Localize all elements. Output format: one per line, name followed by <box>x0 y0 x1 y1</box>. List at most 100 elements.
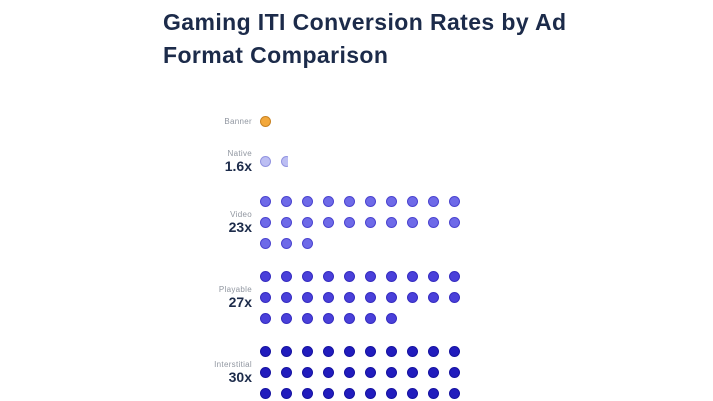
unit-dot <box>302 367 313 378</box>
unit-dot <box>281 271 292 282</box>
unit-dot <box>386 313 397 324</box>
unit-dot <box>323 313 334 324</box>
chart-row: Video 23x <box>0 196 713 249</box>
unit-dot <box>428 217 439 228</box>
unit-dot <box>407 217 418 228</box>
unit-dot <box>365 217 376 228</box>
unit-dot <box>365 367 376 378</box>
unit-dot <box>386 292 397 303</box>
row-label: Video 23x <box>0 210 252 235</box>
unit-dot <box>365 271 376 282</box>
category-label: Video <box>230 210 252 219</box>
multiplier-label: 30x <box>228 369 252 385</box>
dot-grid <box>260 346 466 399</box>
unit-dot <box>281 292 292 303</box>
unit-dot <box>260 367 271 378</box>
unit-dot <box>302 346 313 357</box>
unit-dot <box>302 238 313 249</box>
row-label: Playable 27x <box>0 285 252 310</box>
unit-dot <box>428 196 439 207</box>
category-label: Native <box>227 149 252 158</box>
unit-dot <box>323 346 334 357</box>
dot-grid <box>260 271 466 324</box>
pictogram-chart: Banner Native 1.6x Video 23x Playable 27x Inter… <box>0 116 713 401</box>
unit-dot <box>449 196 460 207</box>
category-label: Interstitial <box>214 360 252 369</box>
row-label: Interstitial 30x <box>0 360 252 385</box>
category-label: Banner <box>224 116 252 126</box>
row-label: Banner <box>0 117 252 127</box>
unit-dot <box>386 367 397 378</box>
unit-dot <box>407 292 418 303</box>
unit-dot <box>260 156 271 167</box>
chart-row: Banner <box>0 116 713 127</box>
unit-dot <box>281 217 292 228</box>
multiplier-label: 27x <box>228 294 252 310</box>
unit-dot <box>323 367 334 378</box>
chart-row: Interstitial 30x <box>0 346 713 399</box>
unit-dot <box>407 367 418 378</box>
unit-dot <box>386 346 397 357</box>
unit-dot <box>323 217 334 228</box>
category-label: Playable <box>218 285 252 294</box>
unit-dot <box>323 196 334 207</box>
unit-dot <box>344 196 355 207</box>
unit-dot <box>428 271 439 282</box>
unit-dot <box>260 196 271 207</box>
unit-dot <box>449 367 460 378</box>
multiplier-label: 23x <box>228 219 252 235</box>
dot-grid <box>260 116 466 127</box>
unit-dot <box>260 346 271 357</box>
unit-dot <box>428 388 439 399</box>
unit-dot <box>260 217 271 228</box>
dot-grid <box>260 156 466 167</box>
unit-dot <box>260 292 271 303</box>
unit-dot <box>302 271 313 282</box>
unit-dot <box>281 238 292 249</box>
unit-dot <box>281 313 292 324</box>
unit-dot <box>302 292 313 303</box>
row-label: Native 1.6x <box>0 149 252 174</box>
unit-dot <box>260 388 271 399</box>
unit-dot <box>344 313 355 324</box>
unit-dot <box>281 367 292 378</box>
chart-row: Native 1.6x <box>0 149 713 174</box>
chart-row: Playable 27x <box>0 271 713 324</box>
unit-dot <box>302 196 313 207</box>
unit-dot <box>302 313 313 324</box>
unit-dot <box>344 217 355 228</box>
unit-dot <box>386 271 397 282</box>
unit-dot <box>260 116 271 127</box>
unit-dot <box>323 292 334 303</box>
unit-dot <box>281 346 292 357</box>
unit-dot <box>449 292 460 303</box>
unit-dot <box>365 388 376 399</box>
unit-dot <box>449 388 460 399</box>
unit-dot <box>428 367 439 378</box>
unit-dot <box>344 292 355 303</box>
unit-dot <box>365 346 376 357</box>
unit-dot <box>386 196 397 207</box>
unit-dot <box>323 271 334 282</box>
unit-dot <box>386 388 397 399</box>
unit-dot <box>323 388 334 399</box>
unit-dot <box>407 346 418 357</box>
unit-dot <box>260 313 271 324</box>
unit-dot <box>449 271 460 282</box>
unit-dot <box>407 271 418 282</box>
unit-dot <box>407 388 418 399</box>
unit-dot <box>260 271 271 282</box>
unit-dot <box>344 367 355 378</box>
unit-dot <box>365 313 376 324</box>
unit-dot <box>281 156 288 167</box>
unit-dot <box>281 196 292 207</box>
unit-dot <box>365 292 376 303</box>
dot-grid <box>260 196 466 249</box>
unit-dot <box>386 217 397 228</box>
unit-dot <box>302 217 313 228</box>
unit-dot <box>407 196 418 207</box>
unit-dot <box>302 388 313 399</box>
unit-dot <box>428 346 439 357</box>
multiplier-label: 1.6x <box>224 158 252 174</box>
unit-dot <box>365 196 376 207</box>
